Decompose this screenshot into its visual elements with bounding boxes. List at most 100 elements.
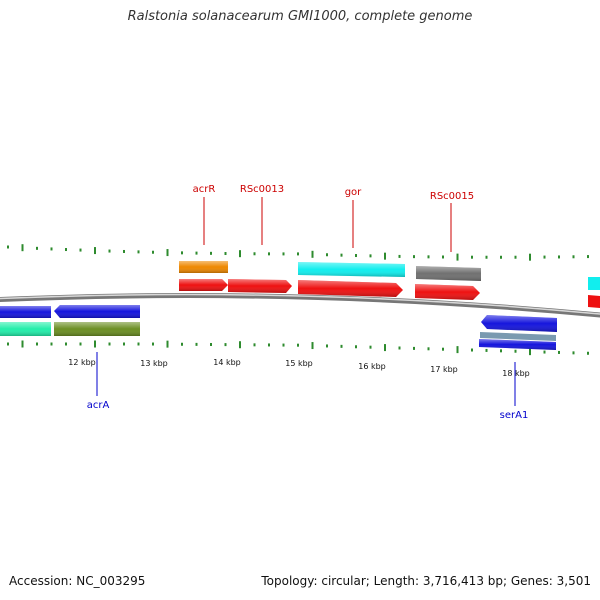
- outer-tick-minor: [543, 255, 546, 259]
- outer-tick-minor: [355, 254, 357, 258]
- plus-strand-features: [179, 261, 600, 308]
- gene-label-RSc0015[interactable]: RSc0015: [430, 191, 474, 202]
- inner-tick-minor: [210, 342, 212, 346]
- gene-label-RSc0013[interactable]: RSc0013: [240, 184, 284, 195]
- gene-label-serA1[interactable]: serA1: [500, 410, 529, 421]
- inner-tick-minor: [355, 345, 357, 349]
- label-leaders: [96, 197, 516, 406]
- scale-label-17kbp: 17 kbp: [430, 365, 458, 374]
- outer-tick-minor: [108, 249, 111, 253]
- scale-label-12kbp: 12 kbp: [68, 358, 96, 367]
- outer-tick-minor: [572, 255, 575, 259]
- inner-tick-minor: [326, 344, 328, 348]
- inner-tick-minor: [181, 342, 183, 346]
- inner-tick-major: [21, 340, 24, 348]
- inner-tick-minor: [79, 342, 82, 346]
- outer-tick-minor: [50, 247, 53, 251]
- inner-tick-minor: [587, 351, 589, 355]
- outer-tick-minor: [7, 245, 9, 249]
- inner-tick-minor: [7, 342, 9, 346]
- gene-label-gor[interactable]: gor: [345, 187, 362, 198]
- inner-tick-minor: [65, 342, 67, 346]
- inner-tick-minor: [514, 349, 517, 353]
- inner-tick-minor: [137, 342, 140, 346]
- outer-tick-major: [94, 247, 96, 255]
- gene-arrow-red-edge[interactable]: [588, 295, 600, 308]
- inner-tick-minor: [413, 346, 415, 350]
- accession-text: Accession: NC_003295: [9, 574, 146, 588]
- inner-tick-major: [239, 341, 241, 349]
- gene-feature-steel[interactable]: [480, 332, 556, 341]
- genome-backbone: [0, 293, 600, 318]
- scale-label-13kbp: 13 kbp: [140, 359, 168, 368]
- inner-tick-minor: [572, 351, 575, 355]
- inner-tick-minor: [340, 344, 343, 348]
- scale-label-14kbp: 14 kbp: [213, 358, 241, 367]
- outer-tick-minor: [79, 248, 82, 252]
- outer-tick-major: [239, 250, 241, 258]
- outer-tick-minor: [340, 253, 343, 257]
- outer-tick-minor: [268, 252, 270, 256]
- outer-tick-minor: [369, 254, 372, 258]
- gene-feature-cyan-edge[interactable]: [588, 277, 600, 290]
- inner-tick-minor: [282, 343, 285, 347]
- outer-tick-ring: [7, 244, 589, 261]
- outer-tick-major: [21, 244, 24, 252]
- outer-tick-minor: [210, 251, 212, 255]
- inner-tick-minor: [50, 342, 53, 346]
- outer-tick-minor: [514, 255, 517, 259]
- outer-tick-major: [529, 253, 531, 261]
- outer-tick-minor: [587, 255, 589, 259]
- inner-tick-minor: [442, 347, 444, 351]
- scale-label-15kbp: 15 kbp: [285, 359, 313, 368]
- inner-tick-major: [94, 340, 96, 348]
- inner-tick-minor: [253, 343, 256, 347]
- inner-tick-minor: [297, 343, 299, 347]
- inner-tick-minor: [123, 342, 125, 346]
- inner-tick-minor: [224, 343, 227, 347]
- gene-label-acrR[interactable]: acrR: [193, 184, 216, 195]
- inner-tick-minor: [485, 348, 488, 352]
- outer-tick-minor: [181, 251, 183, 255]
- inner-tick-minor: [427, 347, 430, 351]
- inner-tick-minor: [471, 348, 473, 352]
- inner-tick-major: [166, 340, 169, 348]
- outer-tick-minor: [485, 255, 488, 259]
- outer-tick-minor: [282, 252, 285, 256]
- genome-backbone-highlight: [0, 293, 600, 315]
- outer-tick-major: [311, 250, 314, 258]
- inner-tick-minor: [398, 346, 401, 350]
- outer-tick-minor: [427, 255, 430, 259]
- inner-tick-minor: [558, 350, 560, 354]
- inner-tick-minor: [369, 345, 372, 349]
- outer-tick-minor: [137, 250, 140, 254]
- outer-tick-major: [456, 253, 459, 261]
- outer-tick-minor: [195, 251, 198, 255]
- inner-tick-minor: [108, 342, 111, 346]
- gene-label-acrA[interactable]: acrA: [87, 400, 110, 411]
- outer-tick-minor: [224, 252, 227, 256]
- minus-strand-features: [0, 305, 557, 350]
- outer-tick-minor: [326, 253, 328, 257]
- outer-tick-minor: [152, 250, 154, 254]
- outer-tick-minor: [500, 255, 502, 259]
- inner-tick-minor: [36, 342, 38, 346]
- inner-tick-minor: [195, 342, 198, 346]
- outer-tick-major: [384, 252, 386, 260]
- inner-tick-major: [384, 344, 386, 352]
- outer-tick-minor: [65, 248, 67, 252]
- genome-summary-text: Topology: circular; Length: 3,716,413 bp…: [261, 574, 591, 588]
- inner-tick-major: [311, 342, 314, 350]
- outer-tick-minor: [413, 255, 415, 259]
- map-title: Ralstonia solanacearum GMI1000, complete…: [127, 9, 473, 24]
- outer-tick-minor: [471, 255, 473, 259]
- inner-tick-minor: [152, 342, 154, 346]
- outer-tick-minor: [36, 246, 38, 250]
- outer-tick-minor: [442, 255, 444, 259]
- outer-tick-minor: [123, 249, 125, 253]
- outer-tick-minor: [558, 255, 560, 259]
- scale-label-16kbp: 16 kbp: [358, 362, 386, 371]
- scale-label-18kbp: 18 kbp: [502, 369, 530, 378]
- outer-tick-minor: [297, 252, 299, 256]
